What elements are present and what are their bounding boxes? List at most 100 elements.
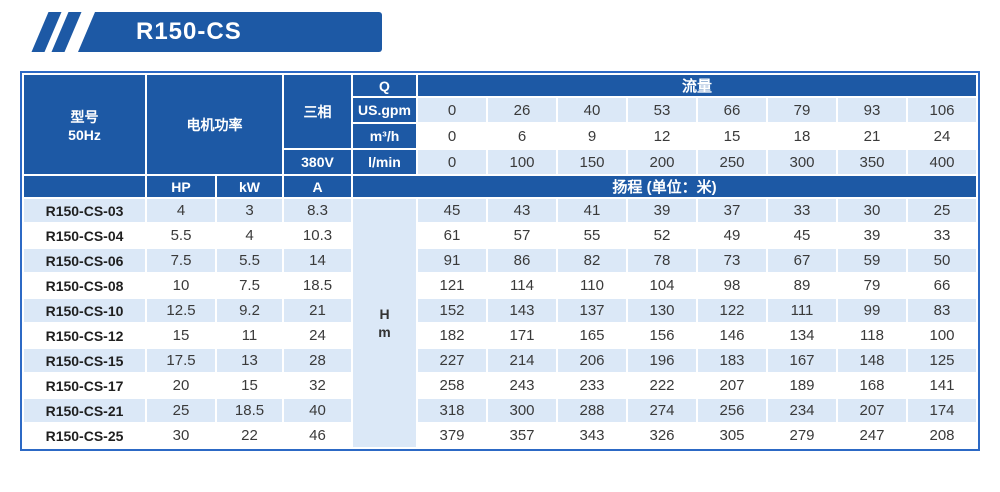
voltage-header: 380V (282, 148, 353, 176)
kw-header: kW (215, 174, 284, 199)
head-value-cell: 222 (626, 372, 698, 399)
head-value-cell: 256 (696, 397, 768, 424)
model-cell: R150-CS-10 (22, 297, 147, 324)
head-value-cell: 174 (906, 397, 978, 424)
flow-lmin-row: 380V l/min 0 100 150 200 250 300 350 400 (23, 148, 978, 176)
head-value-cell: 130 (626, 297, 698, 324)
head-value-cell: 207 (696, 372, 768, 399)
head-value-cell: 33 (906, 222, 978, 249)
hp-cell: 10 (145, 272, 217, 299)
hp-cell: 7.5 (145, 247, 217, 274)
head-value-cell: 50 (906, 247, 978, 274)
flow-usgpm-row: US.gpm 0 26 40 53 66 79 93 106 (23, 96, 978, 124)
head-value-cell: 41 (556, 197, 628, 224)
head-value-cell: 137 (556, 297, 628, 324)
kw-cell: 4 (215, 222, 284, 249)
kw-cell: 3 (215, 197, 284, 224)
flow-value-cell: 40 (556, 96, 628, 124)
head-value-cell: 182 (416, 322, 488, 349)
kw-cell: 13 (215, 347, 284, 374)
hp-cell: 20 (145, 372, 217, 399)
head-value-cell: 100 (906, 322, 978, 349)
head-value-cell: 208 (906, 422, 978, 449)
series-title: R150-CS (136, 18, 242, 45)
flow-value-cell: 79 (766, 96, 838, 124)
amp-cell: 21 (282, 297, 353, 324)
model-header-line2: 50Hz (68, 126, 101, 143)
head-value-cell: 55 (556, 222, 628, 249)
unit-m3h-label: m³/h (351, 122, 418, 150)
banner-body: R150-CS (78, 12, 382, 52)
head-value-cell: 104 (626, 272, 698, 299)
head-value-cell: 274 (626, 397, 698, 424)
amp-header: A (282, 174, 353, 199)
head-value-cell: 125 (906, 347, 978, 374)
head-value-cell: 110 (556, 272, 628, 299)
table-row: R150-CS-06 7.5 5.5 14 91 86 82 78 73 67 59 50 (22, 247, 978, 274)
head-value-cell: 279 (766, 422, 838, 449)
model-header-line1: 型号 (70, 108, 99, 125)
pump-spec-table: 型号 50Hz 电机功率 三相 Q 流量 US.gpm 0 26 40 53 66 79 9… (22, 73, 978, 449)
head-value-cell: 183 (696, 347, 768, 374)
kw-cell: 5.5 (215, 247, 284, 274)
head-value-cell: 189 (766, 372, 838, 399)
head-value-cell: 343 (556, 422, 628, 449)
flow-value-cell: 150 (556, 148, 628, 176)
amp-cell: 32 (282, 372, 353, 399)
table-header-row: 型号 50Hz 电机功率 三相 Q 流量 (22, 73, 978, 176)
kw-cell: 18.5 (215, 397, 284, 424)
head-value-cell: 300 (486, 397, 558, 424)
q-header: Q (351, 73, 418, 98)
head-value-cell: 98 (696, 272, 768, 299)
table-row: R150-CS-08 10 7.5 18.5 121 114 110 104 98 89 79 66 (22, 272, 978, 299)
blank-header-cell (22, 174, 147, 199)
kw-cell: 9.2 (215, 297, 284, 324)
flow-value-cell: 0 (416, 148, 488, 176)
table-row: R150-CS-25 30 22 46 379 357 343 326 305 279 247 208 (22, 422, 978, 449)
head-value-cell: 67 (766, 247, 838, 274)
flow-value-cell: 24 (906, 122, 978, 150)
model-cell: R150-CS-03 (22, 197, 147, 224)
hp-header: HP (145, 174, 217, 199)
spec-table: 型号 50Hz 电机功率 三相 Q 流量 US.gpm 0 26 40 53 66 79 9… (20, 71, 980, 451)
table-row: R150-CS-17 20 15 32 258 243 233 222 207 189 168 141 (22, 372, 978, 399)
head-unit-line2: m (378, 324, 391, 340)
head-value-cell: 61 (416, 222, 488, 249)
head-value-cell: 86 (486, 247, 558, 274)
head-unit-line1: H (379, 305, 390, 322)
head-value-cell: 165 (556, 322, 628, 349)
head-value-cell: 78 (626, 247, 698, 274)
amp-cell: 8.3 (282, 197, 353, 224)
flow-value-cell: 53 (626, 96, 698, 124)
model-cell: R150-CS-21 (22, 397, 147, 424)
head-value-cell: 146 (696, 322, 768, 349)
hp-cell: 4 (145, 197, 217, 224)
head-value-cell: 171 (486, 322, 558, 349)
table-row: R150-CS-04 5.5 4 10.3 61 57 55 52 49 45 39 33 (22, 222, 978, 249)
head-value-cell: 148 (836, 347, 908, 374)
flow-m3h-row: m³/h 0 6 9 12 15 18 21 24 (23, 122, 978, 150)
flow-value-cell: 26 (486, 96, 558, 124)
hp-cell: 15 (145, 322, 217, 349)
head-value-cell: 288 (556, 397, 628, 424)
head-value-cell: 379 (416, 422, 488, 449)
flow-value-cell: 18 (766, 122, 838, 150)
flow-value-cell: 0 (416, 122, 488, 150)
head-value-cell: 167 (766, 347, 838, 374)
head-value-cell: 111 (766, 297, 838, 324)
model-cell: R150-CS-25 (22, 422, 147, 449)
flow-value-cell: 250 (696, 148, 768, 176)
kw-cell: 15 (215, 372, 284, 399)
head-value-cell: 73 (696, 247, 768, 274)
three-phase-header: 三相 (282, 73, 353, 150)
flow-value-cell: 93 (836, 96, 908, 124)
head-value-cell: 25 (906, 197, 978, 224)
flow-value-cell: 106 (906, 96, 978, 124)
amp-cell: 14 (282, 247, 353, 274)
head-value-cell: 214 (486, 347, 558, 374)
kw-cell: 11 (215, 322, 284, 349)
hp-cell: 12.5 (145, 297, 217, 324)
amp-cell: 46 (282, 422, 353, 449)
